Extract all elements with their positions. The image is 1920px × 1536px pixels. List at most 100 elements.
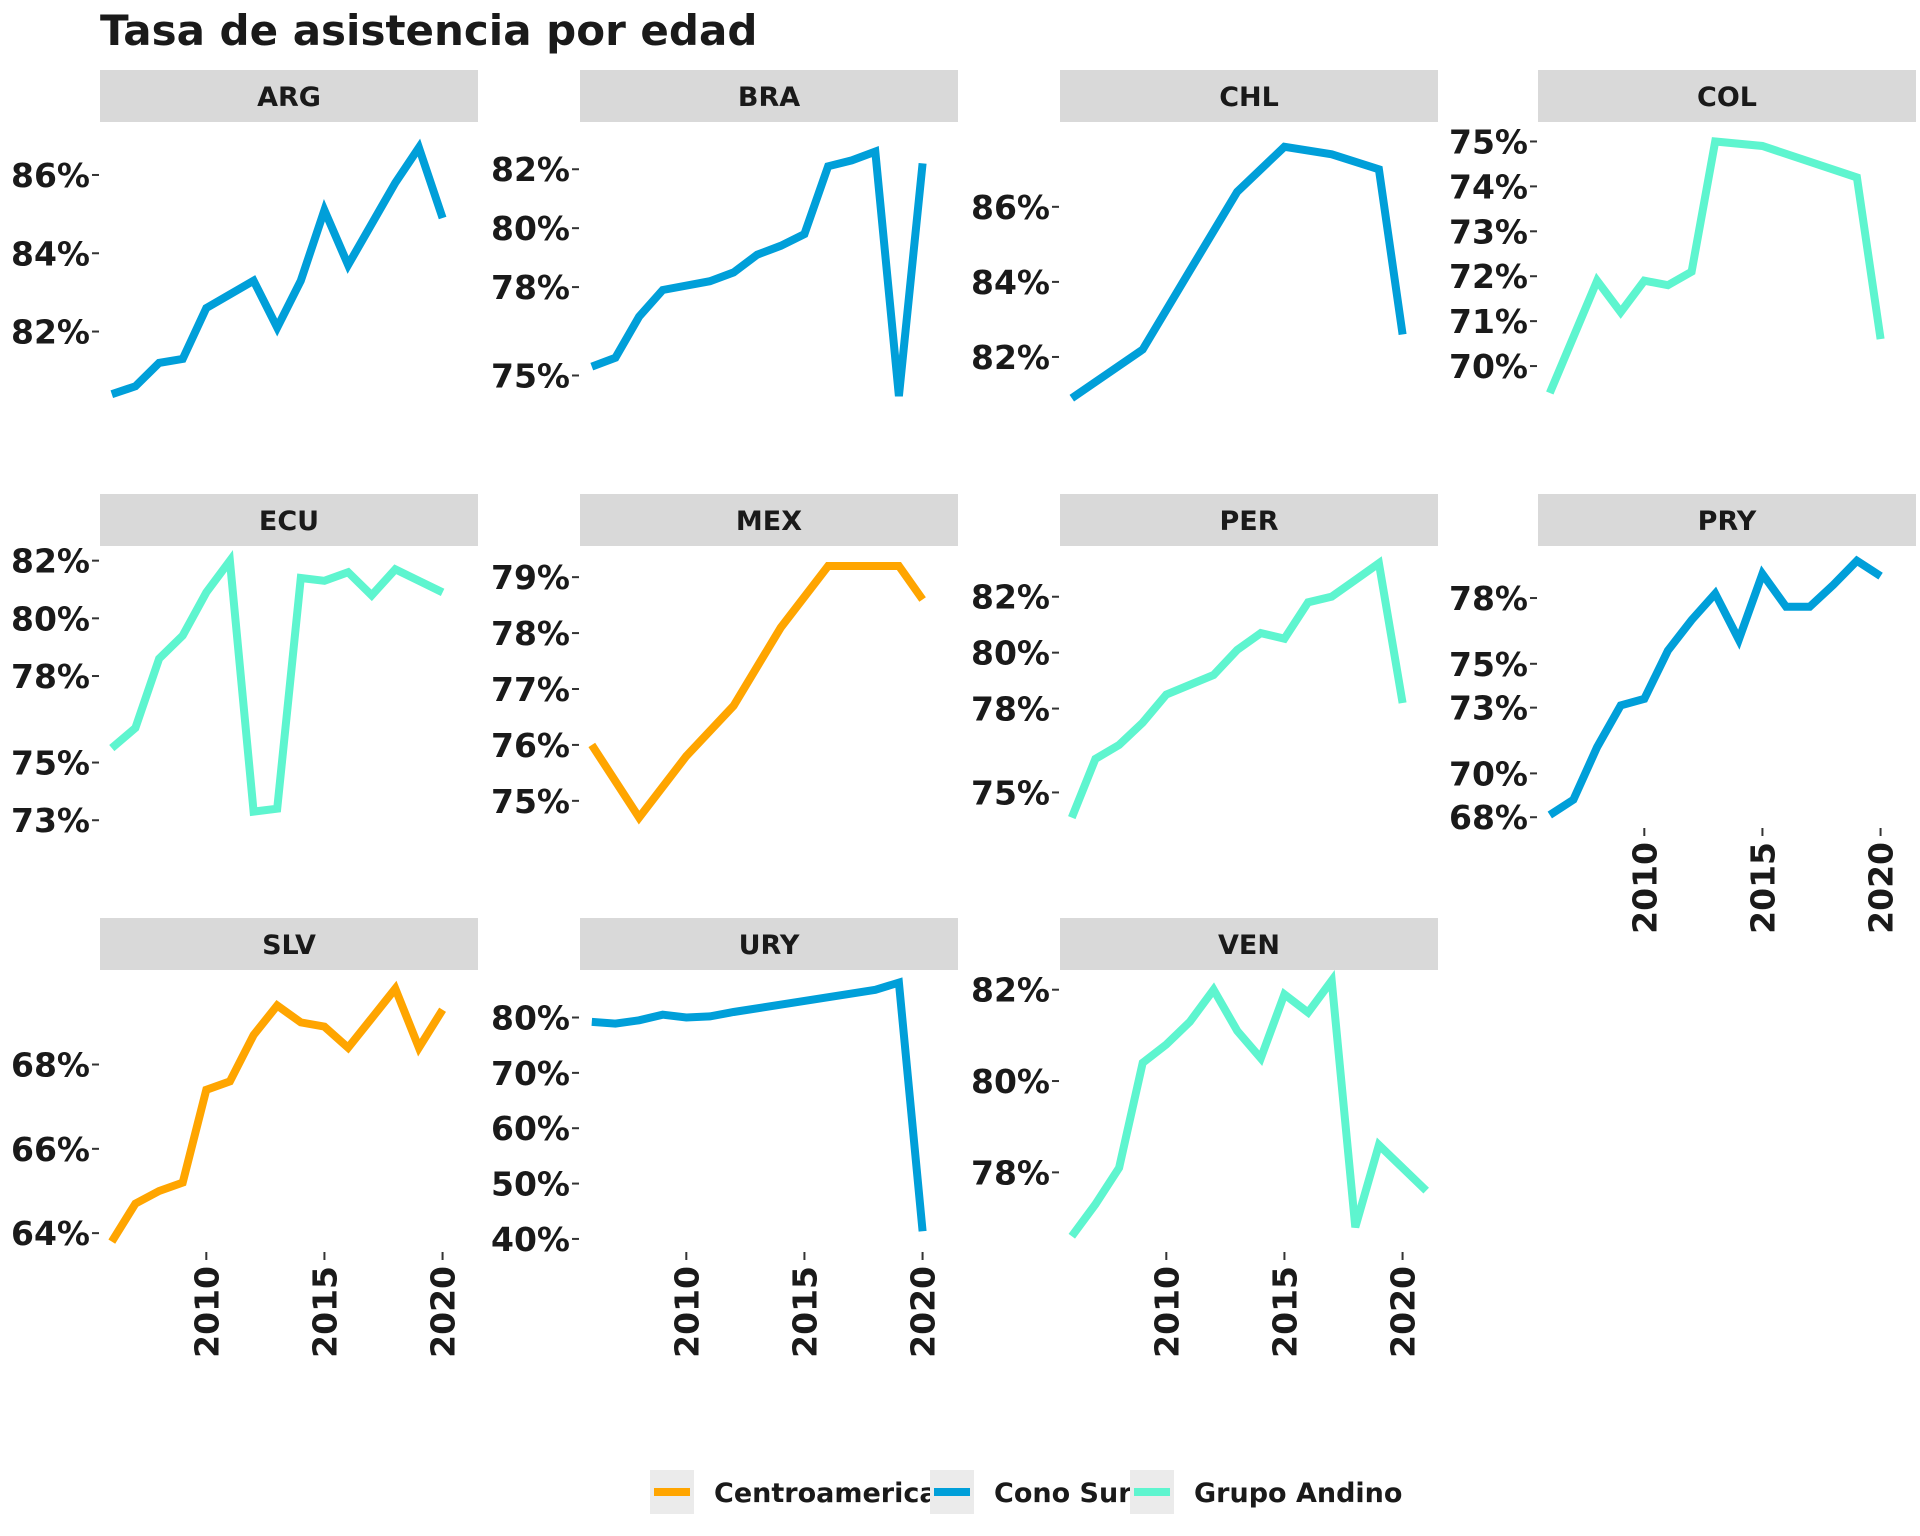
series-line-slv	[108, 980, 446, 1244]
y-tick-label: 80%	[971, 1062, 1050, 1101]
facet-chart: ARG82%84%86%BRA75%78%80%82%CHL82%84%86%C…	[11, 70, 1916, 1358]
facet-chl: CHL 82% 84% 86%	[971, 70, 1438, 402]
facet-ecu: ECU 73% 75% 78% 80% 82%	[11, 494, 478, 840]
y-tick-label: 78%	[971, 1153, 1050, 1192]
y-tick-label: 68%	[1449, 798, 1528, 837]
y-tick-label: 82%	[971, 971, 1050, 1010]
x-tick-label: 2020	[1862, 842, 1901, 934]
x-tick-label: 2015	[1265, 1266, 1304, 1358]
facet-label-ven: VEN	[1218, 930, 1280, 961]
facet-strip-mex	[580, 494, 958, 546]
y-tick-label: 71%	[1449, 302, 1528, 341]
chart-title: Tasa de asistencia por edad	[100, 6, 758, 55]
facet-strip-bra	[580, 70, 958, 122]
facet-strip-per	[1060, 494, 1438, 546]
facet-label-per: PER	[1219, 506, 1278, 537]
facet-bra: BRA 75% 78% 80% 82%	[491, 70, 958, 397]
y-tick-label: 75%	[1449, 645, 1528, 684]
y-tick-label: 72%	[1449, 257, 1528, 296]
y-tick-label: 40%	[491, 1220, 570, 1259]
facet-arg: ARG 82% 84% 86%	[11, 70, 478, 398]
y-tick-label: 70%	[491, 1054, 570, 1093]
facet-label-bra: BRA	[738, 82, 800, 113]
x-tick-label: 2020	[424, 1266, 463, 1358]
legend: Centroamerica Cono Sur Grupo Andino	[650, 1470, 1402, 1514]
facet-label-slv: SLV	[262, 930, 316, 961]
y-tick-label: 70%	[1449, 754, 1528, 793]
y-tick-label: 82%	[971, 578, 1050, 617]
facet-strip-ury	[580, 918, 958, 970]
y-tick-label: 80%	[11, 599, 90, 638]
series-line-arg	[110, 138, 447, 398]
facet-label-arg: ARG	[257, 82, 321, 113]
facet-strip-slv	[100, 918, 478, 970]
facet-label-mex: MEX	[736, 506, 802, 537]
facet-strip-pry	[1538, 494, 1916, 546]
y-tick-label: 73%	[1449, 212, 1528, 251]
x-tick-label: 2010	[187, 1266, 226, 1358]
facet-label-col: COL	[1697, 82, 1757, 113]
series-line-mex	[588, 562, 926, 825]
x-tick-label: 2015	[305, 1266, 344, 1358]
x-tick-label: 2010	[667, 1266, 706, 1358]
x-tick-label: 2015	[785, 1266, 824, 1358]
facet-strip-col	[1538, 70, 1916, 122]
facet-strip-arg	[100, 70, 478, 122]
facet-per: PER 75% 78% 80% 82%	[971, 494, 1438, 820]
legend-label-cono-sur: Cono Sur	[994, 1478, 1132, 1509]
y-tick-label: 82%	[11, 542, 90, 581]
series-line-pry	[1547, 555, 1883, 819]
x-tick-label: 2010	[1625, 842, 1664, 934]
legend-item-centroamerica: Centroamerica	[650, 1470, 938, 1514]
series-line-ury	[591, 977, 927, 1232]
y-tick-label: 76%	[491, 726, 570, 765]
y-tick-label: 86%	[971, 188, 1050, 227]
y-tick-label: 64%	[11, 1214, 90, 1253]
y-tick-label: 75%	[11, 744, 90, 783]
facet-label-ury: URY	[739, 930, 800, 961]
y-tick-label: 78%	[1449, 579, 1528, 618]
y-tick-label: 82%	[491, 150, 570, 189]
y-tick-label: 78%	[491, 268, 570, 307]
series-line-chl	[1069, 142, 1407, 402]
y-tick-label: 70%	[1449, 347, 1528, 386]
facet-strip-ven	[1060, 918, 1438, 970]
series-line-bra	[590, 146, 927, 397]
x-tick-label: 2010	[1147, 1266, 1186, 1358]
y-tick-label: 79%	[491, 558, 570, 597]
facet-label-pry: PRY	[1698, 506, 1757, 537]
series-line-ecu	[109, 549, 445, 817]
y-tick-label: 78%	[491, 614, 570, 653]
y-tick-label: 50%	[491, 1165, 570, 1204]
facet-col: COL 70% 71% 72% 73% 74% 75%	[1449, 70, 1916, 395]
y-tick-label: 66%	[11, 1130, 90, 1169]
facet-pry: PRY 68% 70% 73% 75% 78% 2010 2015 2020	[1449, 494, 1916, 934]
y-tick-label: 82%	[971, 338, 1050, 377]
y-tick-label: 86%	[11, 156, 90, 195]
legend-label-grupo-andino: Grupo Andino	[1194, 1478, 1402, 1509]
facet-ven: VEN 78% 80% 82% 2010 2015 2020	[971, 918, 1438, 1358]
facet-ury: URY 40% 50% 60% 70% 80% 2010 2015 2020	[491, 918, 958, 1358]
y-tick-label: 68%	[11, 1046, 90, 1085]
y-tick-label: 75%	[491, 782, 570, 821]
y-tick-label: 77%	[491, 670, 570, 709]
facet-strip-chl	[1060, 70, 1438, 122]
y-tick-label: 75%	[971, 773, 1050, 812]
facet-mex: MEX 75% 76% 77% 78% 79%	[491, 494, 958, 825]
facet-slv: SLV 64% 66% 68% 2010 2015 2020	[11, 918, 478, 1358]
facet-label-ecu: ECU	[259, 506, 319, 537]
y-tick-label: 75%	[1449, 122, 1528, 161]
facet-label-chl: CHL	[1219, 82, 1279, 113]
x-tick-label: 2015	[1743, 842, 1782, 934]
facet-strip-ecu	[100, 494, 478, 546]
legend-label-centroamerica: Centroamerica	[714, 1478, 938, 1509]
y-tick-label: 74%	[1449, 167, 1528, 206]
y-tick-label: 78%	[971, 690, 1050, 729]
x-tick-label: 2020	[904, 1266, 943, 1358]
y-tick-label: 80%	[491, 209, 570, 248]
legend-item-cono-sur: Cono Sur	[930, 1470, 1132, 1514]
y-tick-label: 73%	[11, 801, 90, 840]
legend-item-grupo-andino: Grupo Andino	[1130, 1470, 1402, 1514]
y-tick-label: 84%	[11, 234, 90, 273]
series-line-per	[1068, 556, 1407, 820]
